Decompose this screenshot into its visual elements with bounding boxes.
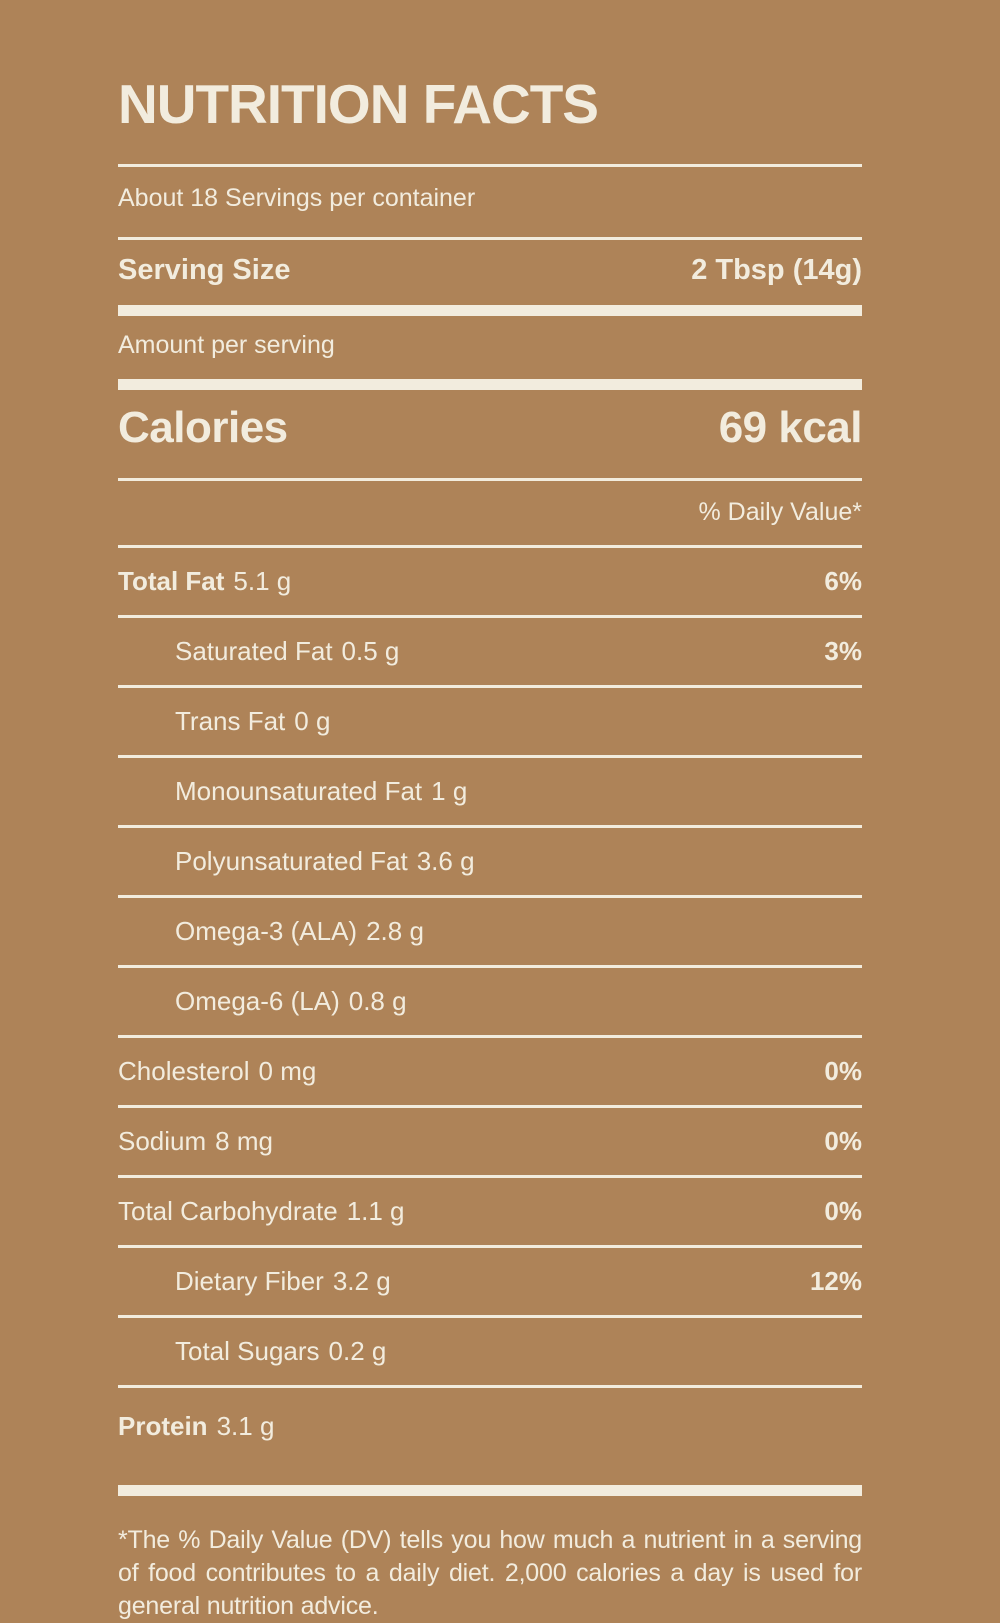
divider-thin [118, 236, 862, 240]
nutrient-name: Total Carbohydrate [118, 1195, 338, 1226]
daily-value-header: % Daily Value* [118, 481, 862, 548]
serving-size-row: Serving Size 2 Tbsp (14g) [118, 240, 862, 305]
nutrient-daily-value: 0% [824, 1125, 862, 1156]
nutrient-name: Trans Fat [175, 705, 286, 736]
nutrient-amount: 1.1 g [346, 1195, 405, 1226]
divider-thick [118, 1484, 862, 1496]
daily-value-footnote: *The % Daily Value (DV) tells you how mu… [118, 1525, 862, 1620]
nutrient-row: Total Carbohydrate 1.1 g 0% [118, 1178, 862, 1248]
nutrient-row: Monounsaturated Fat 1 g [118, 758, 862, 828]
nutrient-amount: 0 g [294, 705, 331, 736]
nutrition-facts-title: NUTRITION FACTS [118, 73, 599, 135]
nutrient-row: Polyunsaturated Fat 3.6 g [118, 828, 862, 898]
calories-label: Calories [118, 402, 288, 452]
serving-size-label: Serving Size [118, 253, 291, 286]
calories-value: 69 kcal [718, 402, 863, 452]
nutrient-amount: 3.2 g [332, 1265, 391, 1296]
nutrient-daily-value: 6% [824, 565, 862, 596]
nutrient-row: Omega-6 (LA) 0.8 g [118, 968, 862, 1038]
nutrient-row: Total Sugars 0.2 g [118, 1318, 862, 1388]
nutrient-amount: 0.2 g [328, 1335, 387, 1366]
nutrient-row: Dietary Fiber 3.2 g 12% [118, 1248, 862, 1318]
nutrient-row: Omega-3 (ALA) 2.8 g [118, 898, 862, 968]
nutrient-amount: 3.6 g [416, 845, 475, 876]
calories-row: Calories 69 kcal [118, 390, 863, 478]
nutrient-name: Total Fat [118, 565, 225, 596]
nutrient-name: Protein [118, 1410, 208, 1441]
nutrient-name: Monounsaturated Fat [175, 775, 423, 806]
nutrient-amount: 0.8 g [348, 985, 407, 1016]
nutrient-name: Sodium [118, 1125, 207, 1156]
nutrient-amount: 2.8 g [366, 915, 424, 946]
nutrient-amount: 5.1 g [233, 565, 292, 596]
nutrient-name: Cholesterol [118, 1055, 250, 1086]
nutrient-row: Trans Fat 0 g [118, 688, 862, 758]
nutrient-amount: 3.1 g [216, 1410, 275, 1441]
nutrient-name: Polyunsaturated Fat [175, 845, 408, 876]
divider-thin [118, 477, 862, 481]
nutrient-name: Saturated Fat [175, 635, 333, 666]
nutrient-amount: 0.5 g [341, 635, 400, 666]
nutrient-row: Total Fat 5.1 g 6% [118, 548, 862, 618]
amount-per-serving-label: Amount per serving [118, 330, 335, 359]
nutrient-row: Cholesterol 0 mg 0% [118, 1038, 862, 1108]
nutrient-name: Omega-3 (ALA) [175, 915, 358, 946]
nutrient-amount: 1 g [431, 775, 468, 806]
nutrient-daily-value: 3% [824, 635, 862, 666]
nutrient-amount: 0 mg [258, 1055, 317, 1086]
nutrient-daily-value: 12% [809, 1265, 862, 1296]
divider-thin [118, 163, 862, 167]
serving-size-value: 2 Tbsp (14g) [691, 253, 862, 286]
nutrient-name: Dietary Fiber [175, 1265, 324, 1296]
nutrient-row: Saturated Fat 0.5 g 3% [118, 618, 862, 688]
nutrient-rows: Total Fat 5.1 g 6% Saturated Fat 0.5 g 3… [118, 548, 862, 1485]
divider-thick [118, 378, 862, 390]
nutrient-daily-value: 0% [824, 1195, 862, 1226]
nutrient-name: Total Sugars [175, 1335, 320, 1366]
nutrient-name: Omega-6 (LA) [175, 985, 340, 1016]
nutrient-amount: 8 mg [215, 1125, 273, 1156]
nutrient-row: Protein 3.1 g [118, 1388, 862, 1485]
servings-per-container: About 18 Servings per container [118, 183, 476, 212]
divider-thick [118, 304, 862, 316]
nutrient-row: Sodium 8 mg 0% [118, 1108, 862, 1178]
nutrient-daily-value: 0% [824, 1055, 862, 1086]
